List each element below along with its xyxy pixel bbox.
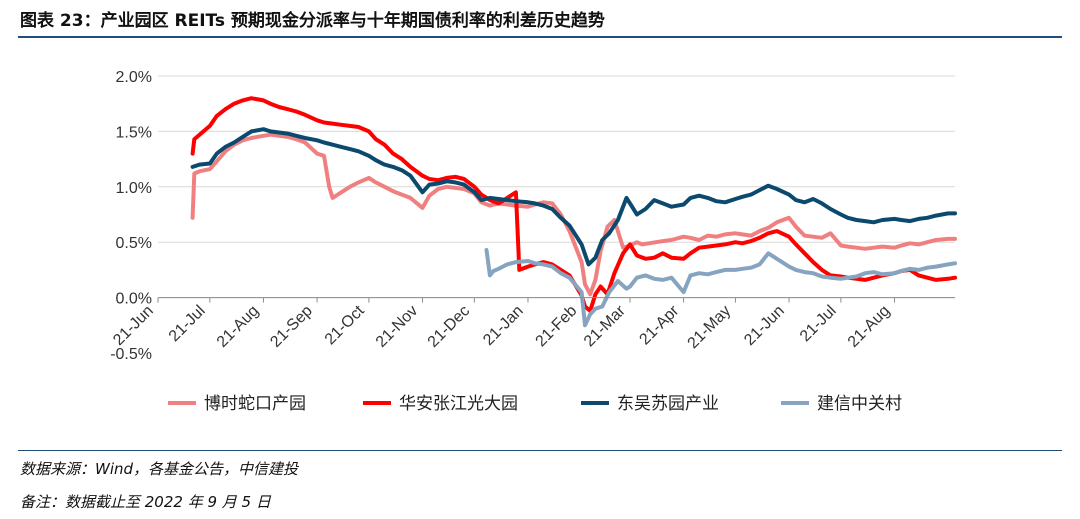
footer-rule — [18, 450, 1062, 451]
x-tick-label: 21-Oct — [322, 302, 368, 348]
legend: 博时蛇口产园 华安张江光大园 东吴苏园产业 建信中关村 — [168, 394, 902, 414]
series-line — [190, 127, 957, 267]
x-tick-label: 21-Jun — [741, 302, 788, 349]
y-tick-label: 0.5% — [116, 235, 152, 252]
series-line — [190, 132, 957, 297]
x-tick-label: 21-Jul — [166, 302, 209, 345]
y-tick-label: 1.5% — [116, 124, 152, 141]
x-tick-label: 21-Feb — [533, 302, 581, 350]
y-tick-label: 2.0% — [116, 69, 152, 86]
y-tick-label: -0.5% — [110, 346, 152, 363]
series-line — [484, 248, 957, 328]
figure-title: 图表 23：产业园区 REITs 预期现金分派率与十年期国债利率的利差历史趋势 — [20, 11, 605, 31]
x-tick-label: 21-Nov — [373, 302, 421, 350]
x-tick-label: 21-May — [685, 302, 735, 352]
x-axis-ticks: 21-Jun 21-Jul 21-Aug 21-Sep 21-Oct 21-Nov 21-D… — [110, 297, 955, 352]
source-note: 数据来源：Wind，各基金公告，中信建投 — [20, 460, 299, 478]
gridlines — [158, 75, 955, 299]
remark-note: 备注：数据截止至 2022 年 9 月 5 日 — [20, 493, 271, 511]
legend-label: 华安张江光大园 — [399, 394, 518, 414]
x-tick-label: 21-Sep — [267, 302, 316, 351]
title-rule — [18, 36, 1062, 38]
x-tick-label: 21-Apr — [636, 302, 682, 348]
x-tick-label: 21-Jul — [797, 302, 840, 345]
x-tick-label: 21-Aug — [214, 302, 263, 351]
series-lines — [190, 96, 957, 328]
y-tick-label: 0.0% — [116, 291, 152, 308]
y-tick-label: 1.0% — [116, 180, 152, 197]
legend-label: 东吴苏园产业 — [617, 394, 719, 414]
x-tick-label: 21-Jun — [110, 302, 157, 349]
x-tick-label: 21-Jan — [480, 302, 527, 349]
line-chart: -0.5%0.0%0.5%1.0%1.5%2.0% 21-Jun 21-Jul 21… — [110, 69, 957, 414]
legend-label: 建信中关村 — [817, 394, 902, 414]
x-tick-label: 21-Dec — [425, 302, 473, 350]
y-axis-ticks: -0.5% 0.0% 0.5% 1.0% 1.5% 2.0% — [110, 69, 152, 363]
legend-label: 博时蛇口产园 — [204, 394, 306, 414]
x-tick-label: 21-Aug — [845, 302, 894, 351]
